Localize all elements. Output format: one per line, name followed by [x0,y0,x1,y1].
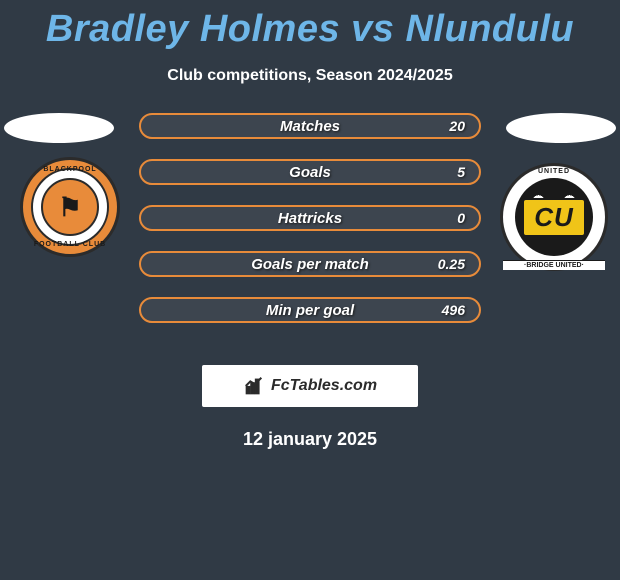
page-subtitle: Club competitions, Season 2024/2025 [0,67,620,85]
stat-bar: Hattricks0 [139,205,481,231]
stat-bar: Matches20 [139,113,481,139]
stat-label: Goals [141,164,479,181]
footer-date: 12 january 2025 [0,429,620,450]
comparison-section: BLACKPOOL ⚑ FOOTBALL CLUB UNITED CU ·BRI… [0,113,620,343]
brand-text: FcTables.com [271,377,377,395]
stat-value: 496 [442,302,465,318]
stats-bars: Matches20 Goals5 Hattricks0 Goals per match… [139,113,481,343]
stat-label: Hattricks [141,210,479,227]
right-crest-band: CU [522,198,586,237]
stat-value: 20 [449,118,465,134]
left-crest-top-text: BLACKPOOL [23,166,117,173]
left-ellipse-decor [4,113,114,143]
stat-value: 5 [457,164,465,180]
stat-label: Min per goal [141,302,479,319]
stat-bar: Goals5 [139,159,481,185]
page-title: Bradley Holmes vs Nlundulu [0,0,620,51]
brand-box: FcTables.com [202,365,418,407]
right-crest-ribbon: ·BRIDGE UNITED· [503,260,605,270]
right-club-crest: UNITED CU ·BRIDGE UNITED· [500,163,608,271]
chart-icon [243,375,265,397]
left-club-crest: BLACKPOOL ⚑ FOOTBALL CLUB [20,157,120,257]
stat-bar: Goals per match0.25 [139,251,481,277]
stat-label: Matches [141,118,479,135]
stat-bar: Min per goal496 [139,297,481,323]
stat-value: 0.25 [438,256,465,272]
left-crest-glyph: ⚑ [58,192,81,223]
right-ellipse-decor [506,113,616,143]
left-crest-bottom-text: FOOTBALL CLUB [23,241,117,248]
stat-value: 0 [457,210,465,226]
stat-label: Goals per match [141,256,479,273]
right-crest-top-text: UNITED [503,168,605,175]
